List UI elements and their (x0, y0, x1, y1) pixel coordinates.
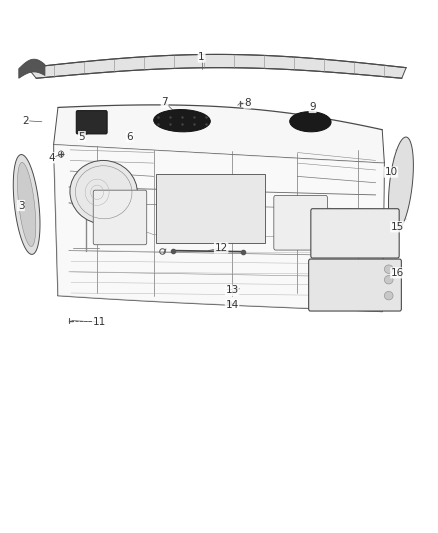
Text: 16: 16 (391, 268, 404, 278)
Polygon shape (389, 137, 413, 232)
Ellipse shape (385, 265, 393, 273)
Text: 13: 13 (226, 285, 239, 295)
FancyBboxPatch shape (274, 196, 327, 250)
FancyBboxPatch shape (309, 259, 401, 311)
Text: 4: 4 (48, 153, 55, 163)
Polygon shape (19, 59, 45, 78)
Polygon shape (53, 144, 385, 312)
Text: 15: 15 (391, 222, 404, 232)
Text: 1: 1 (198, 52, 205, 62)
Text: 5: 5 (78, 132, 85, 142)
Bar (156, 174, 265, 243)
FancyBboxPatch shape (93, 190, 147, 245)
Text: 7: 7 (161, 97, 168, 107)
Polygon shape (28, 54, 406, 78)
Polygon shape (53, 105, 385, 163)
Text: 11: 11 (93, 317, 106, 327)
Text: 8: 8 (244, 98, 251, 108)
Ellipse shape (290, 112, 331, 132)
Ellipse shape (385, 276, 393, 284)
Text: 6: 6 (127, 132, 133, 142)
Text: 10: 10 (385, 167, 397, 177)
Ellipse shape (70, 160, 138, 224)
Text: 14: 14 (226, 300, 239, 310)
FancyBboxPatch shape (76, 111, 107, 134)
Polygon shape (13, 155, 40, 254)
Polygon shape (18, 163, 36, 246)
Text: 2: 2 (22, 116, 28, 126)
Ellipse shape (154, 110, 210, 132)
FancyBboxPatch shape (311, 209, 399, 258)
Text: 9: 9 (309, 102, 316, 112)
Ellipse shape (385, 292, 393, 300)
Text: 3: 3 (18, 200, 24, 211)
Text: 12: 12 (215, 243, 228, 253)
